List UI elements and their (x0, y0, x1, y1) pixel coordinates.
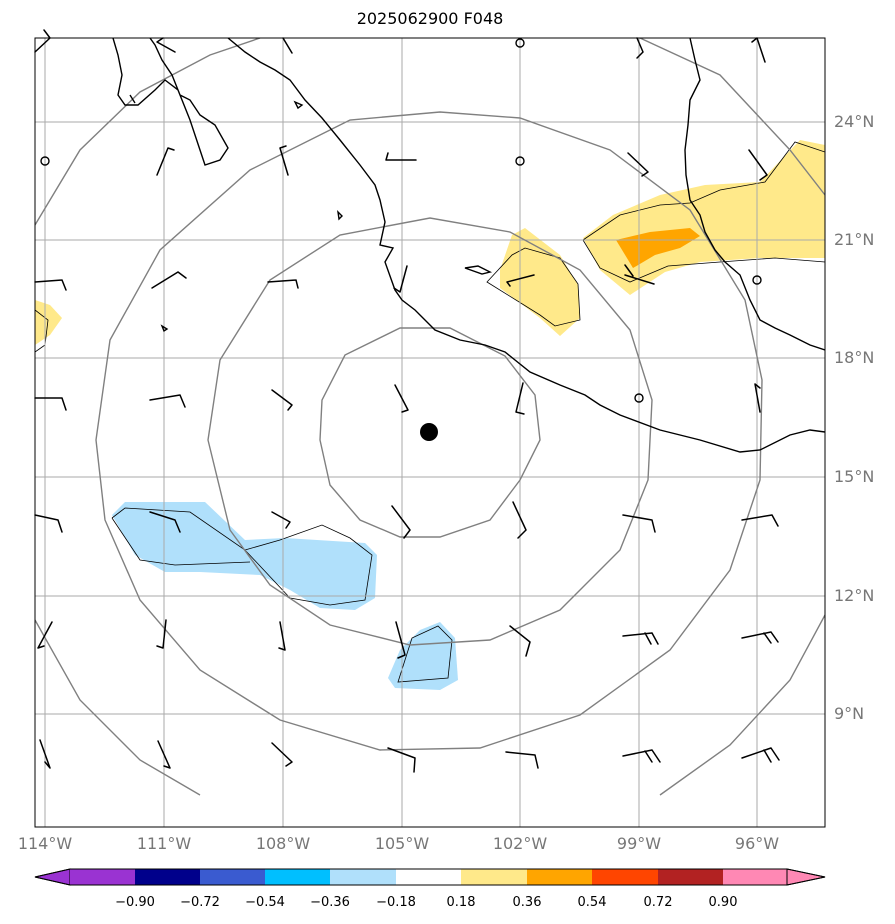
wind-barb (151, 271, 187, 289)
calm-wind-circles (40, 38, 762, 403)
lat-label-24n: 24°N (834, 112, 875, 131)
calm-wind-marker (40, 156, 50, 166)
wind-barb (37, 621, 53, 649)
lat-label-9n: 9°N (834, 704, 865, 723)
colorbar-label: −0.72 (180, 895, 220, 910)
graticule (35, 38, 825, 827)
wind-barb (149, 511, 181, 533)
lat-label-15n: 15°N (834, 467, 875, 486)
wind-barb (627, 152, 649, 177)
wind-barb (393, 265, 408, 293)
lon-label-102w: 102°W (492, 834, 548, 853)
wind-barb (741, 631, 779, 644)
lon-label-96w: 96°W (734, 834, 780, 853)
colorbar-label: 0.90 (708, 895, 738, 910)
map-title: 2025062900 F048 (356, 9, 504, 28)
colorbar-segment (330, 869, 396, 885)
calm-wind-marker (515, 38, 525, 48)
map-frame (34, 37, 826, 828)
wind-barb (387, 747, 416, 773)
colorbar-segment (592, 869, 658, 885)
calm-wind-marker (634, 393, 644, 403)
lat-label-12n: 12°N (834, 586, 875, 605)
colorbar-segment (723, 869, 787, 885)
storm-center-marker (420, 423, 438, 441)
wind-barb (271, 511, 291, 529)
colorbar-label: 0.54 (577, 895, 607, 910)
colorbar-segment (658, 869, 723, 885)
colorbar-outline (34, 868, 826, 886)
colorbar-extend-high (786, 868, 826, 886)
wind-barb (395, 621, 406, 659)
colorbar-segment (70, 869, 135, 885)
colorbar-segment (396, 869, 461, 885)
colorbar-label: 0.18 (446, 895, 476, 910)
calm-wind-marker (752, 275, 762, 285)
wind-barb (741, 514, 779, 527)
wind-barb (391, 505, 411, 539)
calm-wind-marker (515, 156, 525, 166)
lon-label-99w: 99°W (616, 834, 662, 853)
wind-barb (34, 279, 67, 291)
wind-barb (624, 264, 655, 285)
wind-barb (34, 514, 63, 533)
wind-barb (748, 149, 768, 181)
colorbar-label: −0.90 (115, 895, 155, 910)
wind-barb (622, 632, 659, 645)
colorbar-label: 0.36 (512, 895, 542, 910)
wind-barb (278, 621, 286, 651)
wind-barb (394, 384, 409, 413)
coastline (112, 38, 825, 453)
lat-label-18n: 18°N (834, 348, 875, 367)
wind-barb (741, 747, 780, 763)
colorbar-segment (461, 869, 527, 885)
colorbar-segment (200, 869, 265, 885)
wind-barb (279, 145, 289, 176)
lon-label-105w: 105°W (374, 834, 430, 853)
wind-barb (506, 274, 535, 287)
wind-barb (622, 749, 661, 763)
wind-barb (157, 740, 171, 769)
colorbar-segment (135, 869, 200, 885)
wind-barb (512, 501, 527, 539)
wind-barb (754, 383, 761, 413)
wind-barb (282, 37, 293, 54)
wind-barbs (34, 29, 780, 773)
lon-label-114w: 114°W (17, 834, 73, 853)
wind-barb (271, 742, 293, 767)
wind-barb (39, 739, 51, 769)
wind-barb (34, 29, 51, 53)
wind-barb (267, 279, 299, 289)
wind-barb (385, 152, 417, 161)
wind-barb (34, 397, 67, 411)
lon-label-111w: 111°W (136, 834, 192, 853)
colorbar-label: −0.36 (310, 895, 350, 910)
colorbar-label: −0.18 (376, 895, 416, 910)
wind-barb (509, 625, 531, 657)
colorbar-label: 0.72 (643, 895, 673, 910)
wind-barb (156, 37, 176, 53)
colorbar-segment (265, 869, 330, 885)
lon-label-108w: 108°W (255, 834, 311, 853)
colorbar-extend-low (34, 868, 71, 886)
wind-barb (515, 382, 525, 415)
wind-barb (505, 751, 539, 769)
colorbar-label: −0.54 (245, 895, 285, 910)
wind-barb (271, 389, 293, 411)
range-rings (35, 38, 825, 796)
wind-barb (149, 394, 186, 408)
wind-barb (622, 514, 656, 533)
wind-barb (156, 147, 175, 176)
colorbar (34, 868, 826, 886)
wind-barb (751, 37, 766, 63)
wind-barb (156, 619, 167, 649)
colorbar-segment (527, 869, 592, 885)
lat-label-21n: 21°N (834, 230, 875, 249)
wind-barb (636, 37, 644, 59)
